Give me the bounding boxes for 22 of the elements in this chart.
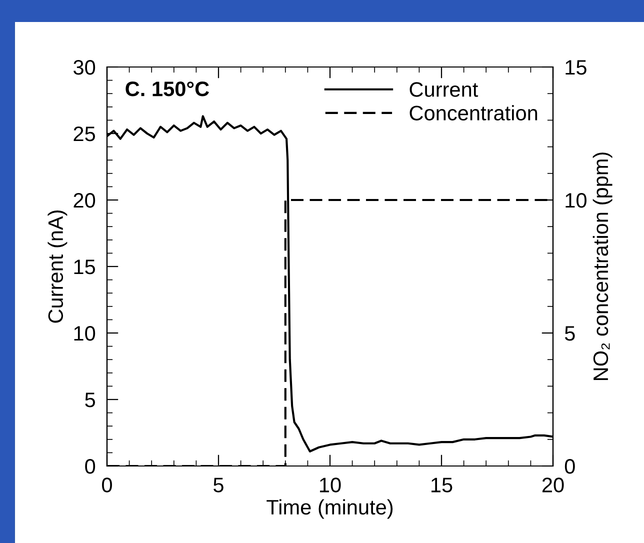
legend-label: Concentration <box>410 105 538 120</box>
y-tick-label: 0 <box>85 459 96 474</box>
x-tick-label: 10 <box>320 478 341 492</box>
y-tick-label: 5 <box>85 392 96 408</box>
x-tick-label: 15 <box>432 478 452 492</box>
annotation: C. 150°C <box>126 82 210 96</box>
y-tick-label: 10 <box>74 326 96 341</box>
y-tick-label: 30 <box>74 60 96 75</box>
y2-tick-label: 5 <box>564 326 575 341</box>
y2-tick-label: 0 <box>564 459 575 474</box>
y2-tick-label: 15 <box>566 60 586 75</box>
x-axis-title: Time (minute) <box>266 499 393 519</box>
x-tick-label: 0 <box>102 478 112 492</box>
y-axis-title: Current (nA) <box>48 210 68 323</box>
legend-label: Current <box>410 82 478 97</box>
y-tick-label: 15 <box>74 260 96 274</box>
y2-tick-label: 10 <box>566 193 586 208</box>
y-tick-label: 20 <box>74 193 96 208</box>
x-tick-label: 5 <box>214 478 224 492</box>
x-tick-label: 20 <box>542 478 564 492</box>
y2-axis-title: NO₂ concentration (ppm) <box>592 152 612 380</box>
y-tick-label: 25 <box>74 126 96 142</box>
